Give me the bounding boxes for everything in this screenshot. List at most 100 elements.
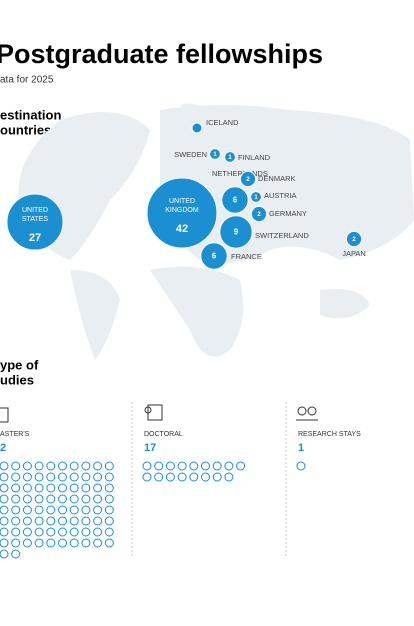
studies-heading: ype of <box>0 357 39 372</box>
country-label: STATES <box>22 216 49 223</box>
unit-dot <box>22 494 32 504</box>
unit-dot <box>104 483 114 493</box>
unit-dot <box>154 461 164 471</box>
type-label: DOCTORAL <box>144 431 183 438</box>
country-label: JAPAN <box>342 249 366 258</box>
unit-dot <box>104 461 114 471</box>
unit-dot <box>22 527 32 537</box>
unit-dot <box>22 538 32 548</box>
country-label: SWITZERLAND <box>255 231 309 240</box>
unit-dot <box>224 472 234 482</box>
bubble <box>239 170 257 188</box>
title: Postgraduate fellowships <box>0 39 323 69</box>
unit-dot <box>154 472 164 482</box>
unit-dot <box>93 516 103 526</box>
country-label: DENMARK <box>258 174 296 183</box>
unit-dot <box>46 472 56 482</box>
unit-dot <box>104 494 114 504</box>
unit-dot <box>81 483 91 493</box>
unit-dot <box>0 461 9 471</box>
unit-dot <box>22 505 32 515</box>
unit-dot <box>93 461 103 471</box>
bubble <box>224 151 236 163</box>
country-value: 2 <box>246 177 250 183</box>
unit-dot <box>81 527 91 537</box>
unit-dot <box>69 516 79 526</box>
country-value: 2 <box>257 212 261 218</box>
country-value: 6 <box>212 252 217 261</box>
unit-dot <box>11 549 21 559</box>
unit-dot <box>236 461 246 471</box>
unit-dot <box>81 461 91 471</box>
unit-dot <box>46 516 56 526</box>
unit-dot <box>189 461 199 471</box>
unit-dot <box>201 472 210 482</box>
country-label: UNITED <box>22 207 48 214</box>
type-count: 2 <box>0 442 6 454</box>
bubble <box>250 205 268 223</box>
unit-dot <box>0 527 9 537</box>
country-label: UNITED <box>169 198 195 205</box>
unit-dot <box>224 461 234 471</box>
unit-dot <box>93 505 103 515</box>
unit-dot <box>0 538 9 548</box>
unit-dot <box>296 461 306 471</box>
unit-dot <box>69 505 79 515</box>
bubble <box>6 193 64 251</box>
unit-dot <box>165 472 175 482</box>
unit-dot <box>11 483 21 493</box>
unit-dot <box>58 472 67 482</box>
unit-dot <box>93 472 103 482</box>
unit-dot <box>58 483 67 493</box>
country-value: 42 <box>176 223 188 235</box>
country-label: FRANCE <box>231 252 262 261</box>
unit-dot <box>212 472 222 482</box>
country-value: 9 <box>234 228 239 237</box>
country-label: ICELAND <box>206 118 239 127</box>
bubble <box>345 230 363 248</box>
subtitle: ata for 2025 <box>0 75 54 86</box>
unit-dot <box>0 472 9 482</box>
bubble <box>250 191 262 203</box>
unit-dot <box>81 494 91 504</box>
unit-dot <box>177 461 187 471</box>
type-label: RESEARCH STAYS <box>298 431 361 438</box>
unit-dot <box>58 516 67 526</box>
country-value: 6 <box>233 196 238 205</box>
unit-dot <box>46 527 56 537</box>
unit-dot <box>34 483 44 493</box>
unit-dot <box>201 461 210 471</box>
unit-dot <box>34 472 44 482</box>
unit-dot <box>11 461 21 471</box>
unit-dot <box>69 494 79 504</box>
country-label: FINLAND <box>238 153 271 162</box>
country-label: SWEDEN <box>174 150 207 159</box>
unit-dot <box>104 538 114 548</box>
unit-dot <box>34 527 44 537</box>
unit-dot <box>22 461 32 471</box>
country-label: GERMANY <box>269 209 307 218</box>
country-value: 1 <box>228 155 232 161</box>
unit-dot <box>69 472 79 482</box>
unit-dot <box>81 538 91 548</box>
unit-dot <box>34 516 44 526</box>
unit-dot <box>142 472 152 482</box>
unit-dot <box>34 461 44 471</box>
unit-dot <box>22 472 32 482</box>
unit-dot <box>34 505 44 515</box>
country-label: KINGDOM <box>165 207 199 214</box>
unit-dot <box>58 461 67 471</box>
unit-dot <box>58 505 67 515</box>
unit-dot <box>58 538 67 548</box>
unit-dot <box>0 549 9 559</box>
unit-dot <box>93 527 103 537</box>
unit-dot <box>69 483 79 493</box>
unit-dot <box>189 472 199 482</box>
unit-dot <box>177 472 187 482</box>
unit-dot <box>0 494 9 504</box>
unit-dot <box>93 494 103 504</box>
type-count: 1 <box>298 442 304 454</box>
unit-dot <box>104 505 114 515</box>
